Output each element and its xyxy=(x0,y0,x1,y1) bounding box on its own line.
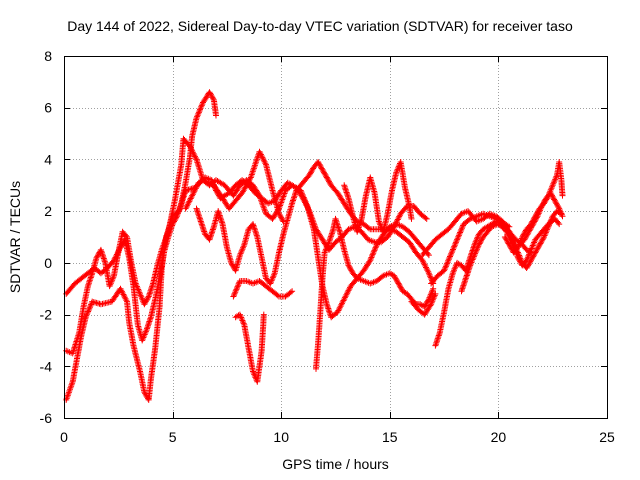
data-track-16 xyxy=(517,190,566,248)
data-track-10 xyxy=(408,290,439,318)
x-axis-label: GPS time / hours xyxy=(282,456,389,472)
y-tick-label: 4 xyxy=(44,151,52,167)
axis-layer: 0 5 10 15 20 25 -6 -4 -2 0 2 4 6 8 xyxy=(40,48,615,445)
plot-frame xyxy=(64,56,608,419)
data-point-markers xyxy=(63,89,219,344)
y-tick-label: 0 xyxy=(44,255,52,271)
x-tick-label: 10 xyxy=(273,429,289,445)
data-layer xyxy=(63,89,566,403)
data-point-markers xyxy=(408,290,439,318)
data-point-markers xyxy=(432,218,513,349)
y-tick-label: -2 xyxy=(40,307,53,323)
data-point-markers xyxy=(230,278,296,300)
data-track-14 xyxy=(458,208,565,295)
data-track-6 xyxy=(230,278,296,300)
data-track-13 xyxy=(419,208,563,269)
y-tick-label: 2 xyxy=(44,203,52,219)
data-track-3 xyxy=(63,89,219,344)
data-track-11 xyxy=(432,218,513,349)
data-point-markers xyxy=(341,159,415,235)
data-track-7 xyxy=(232,311,267,385)
x-tick-label: 15 xyxy=(382,429,398,445)
y-tick-label: 6 xyxy=(44,100,52,116)
y-tick-label: 8 xyxy=(44,48,52,64)
data-point-markers xyxy=(193,159,437,287)
data-point-markers xyxy=(232,311,267,385)
data-point-markers xyxy=(63,135,432,357)
y-axis-label: SDTVAR / TECUs xyxy=(7,180,23,294)
x-tick-label: 5 xyxy=(169,429,177,445)
x-tick-label: 0 xyxy=(60,429,68,445)
data-track-9 xyxy=(341,159,415,235)
y-tick-label: -6 xyxy=(40,410,53,426)
data-point-markers xyxy=(517,190,566,248)
x-tick-label: 25 xyxy=(599,429,615,445)
y-tick-label: -4 xyxy=(40,358,53,374)
chart-title: Day 144 of 2022, Sidereal Day-to-day VTE… xyxy=(67,18,573,34)
x-tick-label: 20 xyxy=(491,429,507,445)
